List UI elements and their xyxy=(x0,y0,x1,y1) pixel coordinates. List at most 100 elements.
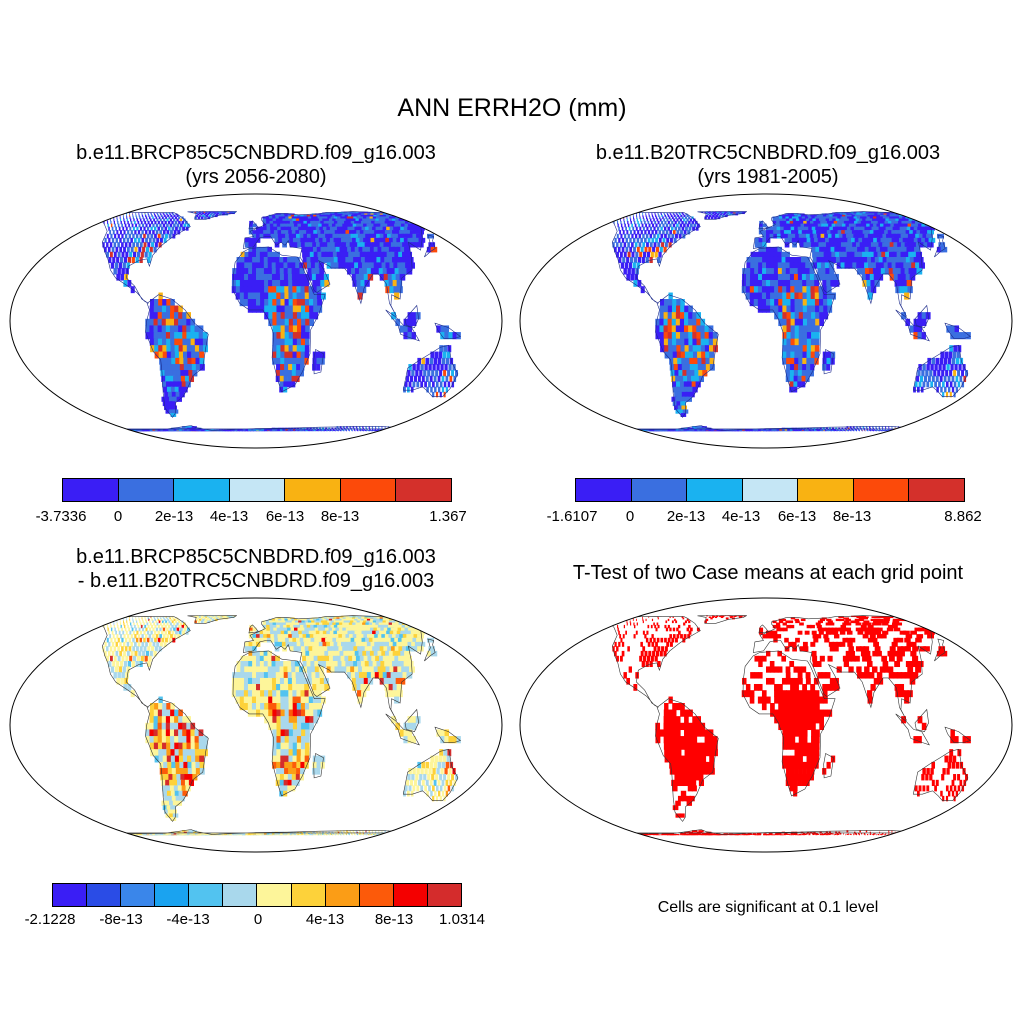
grid-cell xyxy=(325,233,331,239)
grid-cell xyxy=(669,364,676,371)
grid-cell xyxy=(360,428,362,431)
grid-cell xyxy=(333,213,339,216)
grid-cell xyxy=(887,262,894,269)
grid-cell xyxy=(301,325,306,333)
grid-cell xyxy=(863,256,869,264)
grid-cell xyxy=(443,370,447,377)
grid-cell xyxy=(758,262,763,269)
grid-cell xyxy=(671,220,674,225)
grid-cell xyxy=(307,223,313,228)
grid-cell xyxy=(621,430,630,432)
grid-cell xyxy=(382,251,389,258)
grid-cell xyxy=(304,292,310,300)
grid-cell xyxy=(272,357,277,365)
grid-cell xyxy=(94,430,104,432)
grid-cell xyxy=(252,233,257,239)
grid-cell xyxy=(252,237,257,243)
grid-cell xyxy=(309,318,314,327)
grid-cell xyxy=(240,262,245,269)
grid-cell xyxy=(686,223,690,228)
grid-cell xyxy=(106,216,108,220)
grid-cell xyxy=(782,305,788,313)
grid-cell xyxy=(149,332,155,340)
grid-cell xyxy=(153,218,156,222)
grid-cell xyxy=(622,230,625,235)
grid-cell xyxy=(916,386,920,393)
panel1-map xyxy=(9,193,503,449)
grid-cell xyxy=(329,237,336,243)
grid-cell xyxy=(766,256,771,264)
grid-cell xyxy=(702,370,708,377)
grid-cell xyxy=(885,251,891,258)
grid-cell xyxy=(612,430,621,432)
grid-cell xyxy=(322,214,328,218)
grid-cell xyxy=(394,427,395,430)
grid-cell xyxy=(868,246,875,253)
grid-cell xyxy=(298,429,301,431)
grid-cell xyxy=(153,318,159,327)
grid-cell xyxy=(337,212,344,215)
grid-cell xyxy=(814,237,820,243)
grid-cell xyxy=(798,312,804,320)
grid-cell xyxy=(342,213,349,216)
grid-cell xyxy=(330,242,337,248)
grid-cell xyxy=(401,214,410,218)
grid-cell xyxy=(673,386,679,393)
grid-cell xyxy=(614,429,623,431)
grid-cell xyxy=(845,214,851,218)
grid-cell xyxy=(679,312,685,320)
grid-cell xyxy=(950,364,954,371)
grid-cell xyxy=(379,273,386,281)
grid-cell xyxy=(115,429,123,431)
grid-cell xyxy=(357,292,363,300)
grid-cell xyxy=(147,213,149,216)
grid-cell xyxy=(166,213,168,216)
grid-cell xyxy=(198,345,204,353)
grid-cell xyxy=(288,292,294,300)
grid-cell xyxy=(664,233,667,239)
grid-cell xyxy=(810,345,816,353)
grid-cell xyxy=(658,214,660,218)
grid-cell xyxy=(384,430,387,432)
grid-cell xyxy=(302,256,308,264)
grid-cell xyxy=(802,286,808,294)
grid-cell xyxy=(260,279,265,287)
grid-cell xyxy=(366,268,373,275)
grid-cell xyxy=(394,292,400,300)
grid-cell xyxy=(899,237,906,243)
grid-cell xyxy=(807,223,813,228)
grid-cell xyxy=(329,256,336,264)
grid-cell xyxy=(171,364,177,371)
grid-cell xyxy=(933,213,941,216)
coastline xyxy=(145,294,209,418)
grid-cell xyxy=(390,223,398,228)
grid-cell xyxy=(301,429,303,431)
grid-cell xyxy=(855,223,862,228)
grid-cell xyxy=(786,332,792,340)
grid-cell xyxy=(914,430,918,432)
grid-cell xyxy=(287,375,292,383)
grid-cell xyxy=(76,429,86,431)
grid-cell xyxy=(186,338,192,346)
grid-cell xyxy=(593,216,595,220)
grid-cell xyxy=(629,430,637,432)
grid-cell xyxy=(334,212,341,215)
grid-cell xyxy=(452,332,457,340)
grid-cell xyxy=(966,332,971,340)
grid-cell xyxy=(841,430,843,432)
grid-cell xyxy=(118,226,121,231)
grid-cell xyxy=(636,262,640,269)
grid-cell xyxy=(875,233,882,239)
grid-cell xyxy=(263,246,269,253)
grid-cell xyxy=(128,223,130,228)
grid-cell xyxy=(364,242,371,248)
grid-cell xyxy=(256,268,261,275)
grid-cell xyxy=(804,430,807,432)
grid-cell xyxy=(439,345,444,353)
grid-cell xyxy=(794,305,800,313)
grid-cell xyxy=(418,218,426,222)
grid-cell xyxy=(348,429,350,431)
grid-cell xyxy=(122,430,130,432)
grid-cell xyxy=(850,237,857,243)
grid-cell xyxy=(275,262,281,269)
